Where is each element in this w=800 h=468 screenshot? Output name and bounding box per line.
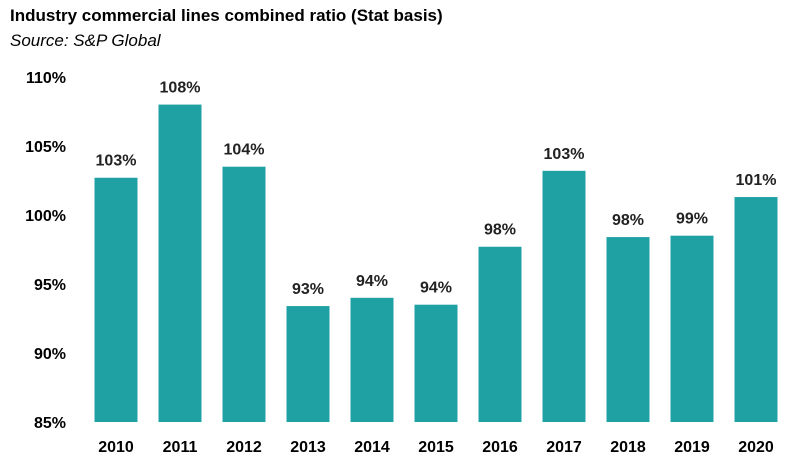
bar-2014: [350, 297, 394, 422]
bar-2010: [94, 177, 138, 422]
x-tick-label: 2016: [482, 439, 518, 456]
x-axis: 2010 2011 2012 2013 2014 2015 2016 2017 2018 2019…: [98, 439, 774, 456]
data-label-2020: 101%: [736, 172, 777, 189]
x-tick-label: 2014: [354, 439, 390, 456]
bar-2011: [158, 104, 202, 422]
y-axis: 85% 90% 95% 100% 105% 110%: [25, 70, 66, 432]
y-tick-label: 85%: [34, 415, 66, 432]
bars: [94, 104, 778, 422]
data-label-2015: 94%: [420, 280, 452, 297]
bar-2013: [286, 306, 330, 422]
data-label-2010: 103%: [96, 153, 137, 170]
data-label-2018: 98%: [612, 212, 644, 229]
bar-2015: [414, 304, 458, 422]
y-tick-label: 105%: [25, 139, 66, 156]
data-label-2014: 94%: [356, 273, 388, 290]
y-tick-label: 110%: [26, 70, 66, 87]
x-tick-label: 2019: [674, 439, 710, 456]
y-tick-label: 95%: [34, 277, 66, 294]
bar-2019: [670, 235, 714, 422]
data-labels: 103% 108% 104% 93% 94% 94% 98% 103% 98% 99% 101%: [96, 80, 777, 298]
x-tick-label: 2018: [610, 439, 646, 456]
bar-2016: [478, 246, 522, 422]
x-tick-label: 2012: [226, 439, 262, 456]
x-tick-label: 2011: [163, 439, 198, 456]
x-tick-label: 2015: [418, 439, 454, 456]
data-label-2012: 104%: [224, 142, 265, 159]
chart-title: Industry commercial lines combined ratio…: [10, 6, 443, 25]
data-label-2011: 108%: [160, 80, 201, 97]
bar-2012: [222, 166, 266, 422]
x-tick-label: 2010: [98, 439, 134, 456]
y-tick-label: 90%: [34, 346, 66, 363]
y-tick-label: 100%: [25, 208, 66, 225]
data-label-2017: 103%: [544, 146, 585, 163]
x-tick-label: 2020: [738, 439, 774, 456]
data-label-2019: 99%: [676, 211, 708, 228]
bar-2018: [606, 237, 650, 422]
x-tick-label: 2017: [546, 439, 582, 456]
data-label-2013: 93%: [292, 281, 324, 298]
data-label-2016: 98%: [484, 222, 516, 239]
chart-subtitle: Source: S&P Global: [10, 31, 161, 50]
bar-2020: [734, 197, 778, 422]
x-tick-label: 2013: [290, 439, 326, 456]
bar-2017: [542, 170, 586, 422]
